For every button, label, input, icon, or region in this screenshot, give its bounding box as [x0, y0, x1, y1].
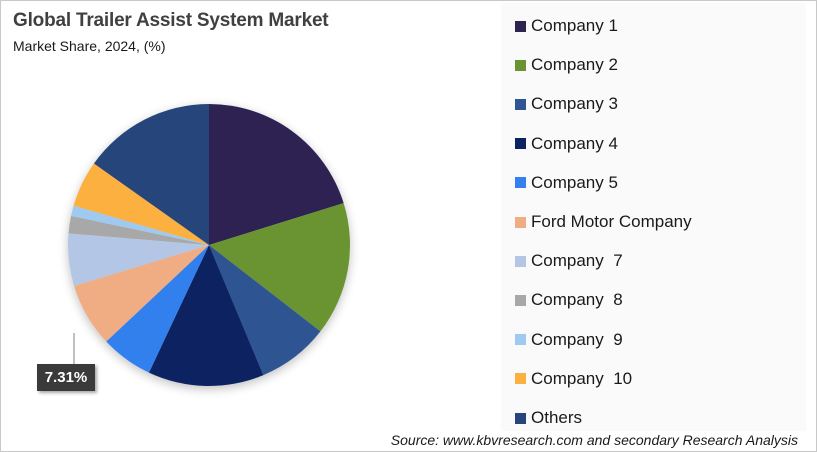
legend-item: Company 2 [515, 53, 618, 77]
pie-slice [209, 245, 321, 376]
legend-item: Company 1 [515, 14, 618, 38]
pie-slice [73, 163, 210, 245]
legend-swatch-icon [515, 138, 526, 150]
chart-subtitle: Market Share, 2024, (%) [13, 38, 166, 54]
legend-item: Company 3 [515, 92, 618, 116]
legend-label: Company 7 [531, 251, 623, 271]
chart-title: Global Trailer Assist System Market [13, 10, 329, 31]
data-label-ford: 7.31% [37, 364, 95, 391]
legend-swatch-icon [515, 412, 526, 424]
legend-swatch-icon [515, 20, 526, 32]
source-note: Source: www.kbvresearch.com and secondar… [390, 432, 798, 448]
legend-swatch-icon [515, 59, 526, 71]
legend-label: Company 1 [531, 16, 618, 35]
legend-swatch-icon [515, 98, 526, 110]
legend-swatch-icon [515, 373, 526, 385]
pie-slice [93, 104, 209, 245]
legend-swatch-icon [515, 216, 526, 228]
legend-item: Company 7 [515, 249, 623, 273]
legend-label: Company 4 [531, 133, 618, 153]
pie-slice [209, 104, 344, 245]
legend-item: Ford Motor Company [515, 210, 692, 234]
legend-item: Company 5 [515, 171, 618, 195]
legend-item: Others [515, 406, 582, 430]
pie-slice [71, 205, 209, 245]
legend-label: Company 8 [531, 290, 623, 310]
legend-swatch-icon [515, 177, 526, 189]
pie-slice [106, 245, 209, 373]
legend-label: Company 10 [531, 368, 633, 388]
legend-label: Company 3 [531, 94, 618, 114]
legend-label: Company 9 [531, 329, 623, 349]
legend-label: Others [531, 408, 583, 427]
legend-label: Company 5 [531, 172, 618, 192]
legend-label: Ford Motor Company [531, 212, 692, 231]
pie-slice [68, 233, 209, 286]
legend-item: Company 4 [515, 132, 618, 156]
legend-item: Company 8 [515, 288, 623, 312]
legend-label: Company 2 [531, 55, 618, 75]
pie-slice [74, 245, 209, 342]
legend-item: Company 9 [515, 328, 623, 352]
legend-item: Company 10 [515, 367, 632, 391]
legend-swatch-icon [515, 255, 526, 267]
pie-slices [68, 104, 351, 387]
legend: Company 1 Company 2 Company 3 Company 4 Comp… [501, 3, 806, 431]
pie-slice [209, 203, 351, 332]
pie-slice [68, 215, 209, 245]
legend-swatch-icon [515, 334, 526, 346]
pie-slice [148, 245, 264, 387]
legend-swatch-icon [515, 294, 526, 306]
